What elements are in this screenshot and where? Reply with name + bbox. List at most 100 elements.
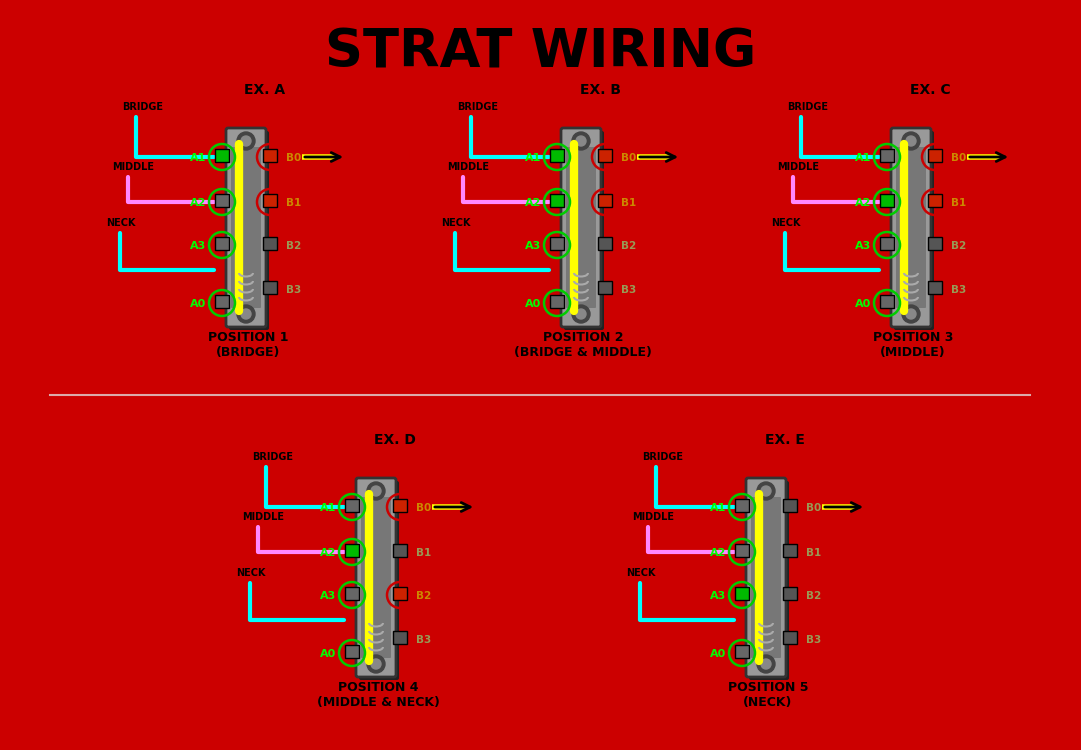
Text: B3: B3: [620, 285, 637, 295]
Text: A0: A0: [855, 299, 871, 309]
FancyBboxPatch shape: [356, 478, 396, 677]
Text: B3: B3: [806, 635, 822, 645]
Text: POSITION 2
(BRIDGE & MIDDLE): POSITION 2 (BRIDGE & MIDDLE): [515, 331, 652, 359]
FancyBboxPatch shape: [229, 131, 269, 330]
Text: A2: A2: [320, 548, 336, 558]
Circle shape: [902, 305, 920, 323]
Text: BRIDGE: BRIDGE: [252, 452, 293, 462]
Bar: [215, 194, 229, 207]
Text: B2: B2: [806, 591, 822, 601]
Text: EX. B: EX. B: [579, 83, 620, 97]
Circle shape: [368, 482, 385, 500]
Bar: [735, 544, 749, 557]
Text: B0: B0: [416, 503, 431, 513]
Bar: [880, 237, 894, 250]
Bar: [783, 544, 797, 557]
Bar: [598, 149, 612, 162]
Text: EX. E: EX. E: [765, 433, 805, 447]
Bar: [927, 194, 942, 207]
Text: POSITION 1
(BRIDGE): POSITION 1 (BRIDGE): [208, 331, 289, 359]
Bar: [598, 194, 612, 207]
Circle shape: [906, 136, 916, 146]
Circle shape: [237, 132, 255, 150]
Text: EX. A: EX. A: [244, 83, 285, 97]
Bar: [550, 194, 564, 207]
Text: POSITION 4
(MIDDLE & NECK): POSITION 4 (MIDDLE & NECK): [317, 681, 440, 709]
Text: MIDDLE: MIDDLE: [632, 512, 673, 522]
Bar: [345, 587, 359, 600]
Bar: [263, 149, 277, 162]
Circle shape: [237, 305, 255, 323]
Bar: [345, 544, 359, 557]
Text: EX. D: EX. D: [374, 433, 416, 447]
Text: B1: B1: [416, 548, 431, 558]
Text: MIDDLE: MIDDLE: [242, 512, 284, 522]
Bar: [598, 281, 612, 294]
Text: STRAT WIRING: STRAT WIRING: [325, 26, 756, 78]
Bar: [345, 499, 359, 512]
Bar: [393, 499, 408, 512]
Circle shape: [371, 659, 381, 669]
Text: B1: B1: [806, 548, 822, 558]
Circle shape: [902, 132, 920, 150]
FancyBboxPatch shape: [361, 497, 391, 658]
Text: BRIDGE: BRIDGE: [122, 102, 163, 112]
Text: B0: B0: [286, 153, 302, 163]
Bar: [263, 237, 277, 250]
Text: B2: B2: [620, 241, 637, 251]
Text: A3: A3: [190, 241, 206, 251]
Bar: [927, 237, 942, 250]
Text: A2: A2: [524, 198, 540, 208]
Text: NECK: NECK: [236, 568, 266, 578]
Text: A3: A3: [855, 241, 871, 251]
Text: B1: B1: [951, 198, 966, 208]
Bar: [735, 587, 749, 600]
Bar: [927, 281, 942, 294]
Text: A0: A0: [710, 649, 726, 659]
Text: MIDDLE: MIDDLE: [777, 162, 819, 172]
Bar: [263, 194, 277, 207]
Text: B3: B3: [951, 285, 966, 295]
Text: A2: A2: [709, 548, 726, 558]
Text: MIDDLE: MIDDLE: [448, 162, 489, 172]
Text: A3: A3: [710, 591, 726, 601]
Bar: [215, 149, 229, 162]
Text: B0: B0: [951, 153, 966, 163]
Text: BRIDGE: BRIDGE: [642, 452, 683, 462]
Circle shape: [368, 655, 385, 673]
Text: B1: B1: [286, 198, 302, 208]
Circle shape: [241, 136, 251, 146]
FancyBboxPatch shape: [891, 128, 931, 327]
FancyBboxPatch shape: [226, 128, 266, 327]
Text: BRIDGE: BRIDGE: [457, 102, 498, 112]
Text: NECK: NECK: [771, 218, 801, 228]
Circle shape: [576, 136, 586, 146]
Circle shape: [576, 309, 586, 319]
Text: A0: A0: [524, 299, 540, 309]
Text: A2: A2: [855, 198, 871, 208]
Text: B1: B1: [620, 198, 637, 208]
Bar: [215, 295, 229, 308]
Bar: [735, 645, 749, 658]
Bar: [263, 281, 277, 294]
FancyBboxPatch shape: [564, 131, 604, 330]
Text: NECK: NECK: [106, 218, 135, 228]
FancyBboxPatch shape: [561, 128, 601, 327]
Text: B0: B0: [806, 503, 822, 513]
Bar: [783, 631, 797, 644]
Text: A3: A3: [320, 591, 336, 601]
Bar: [783, 499, 797, 512]
Text: A0: A0: [190, 299, 206, 309]
Bar: [550, 295, 564, 308]
FancyBboxPatch shape: [746, 478, 786, 677]
FancyBboxPatch shape: [751, 497, 780, 658]
Text: A1: A1: [320, 503, 336, 513]
Text: EX. C: EX. C: [910, 83, 950, 97]
Bar: [393, 587, 408, 600]
Bar: [880, 194, 894, 207]
FancyBboxPatch shape: [566, 147, 596, 308]
Circle shape: [757, 482, 775, 500]
FancyBboxPatch shape: [231, 147, 261, 308]
Bar: [550, 237, 564, 250]
FancyBboxPatch shape: [896, 147, 926, 308]
